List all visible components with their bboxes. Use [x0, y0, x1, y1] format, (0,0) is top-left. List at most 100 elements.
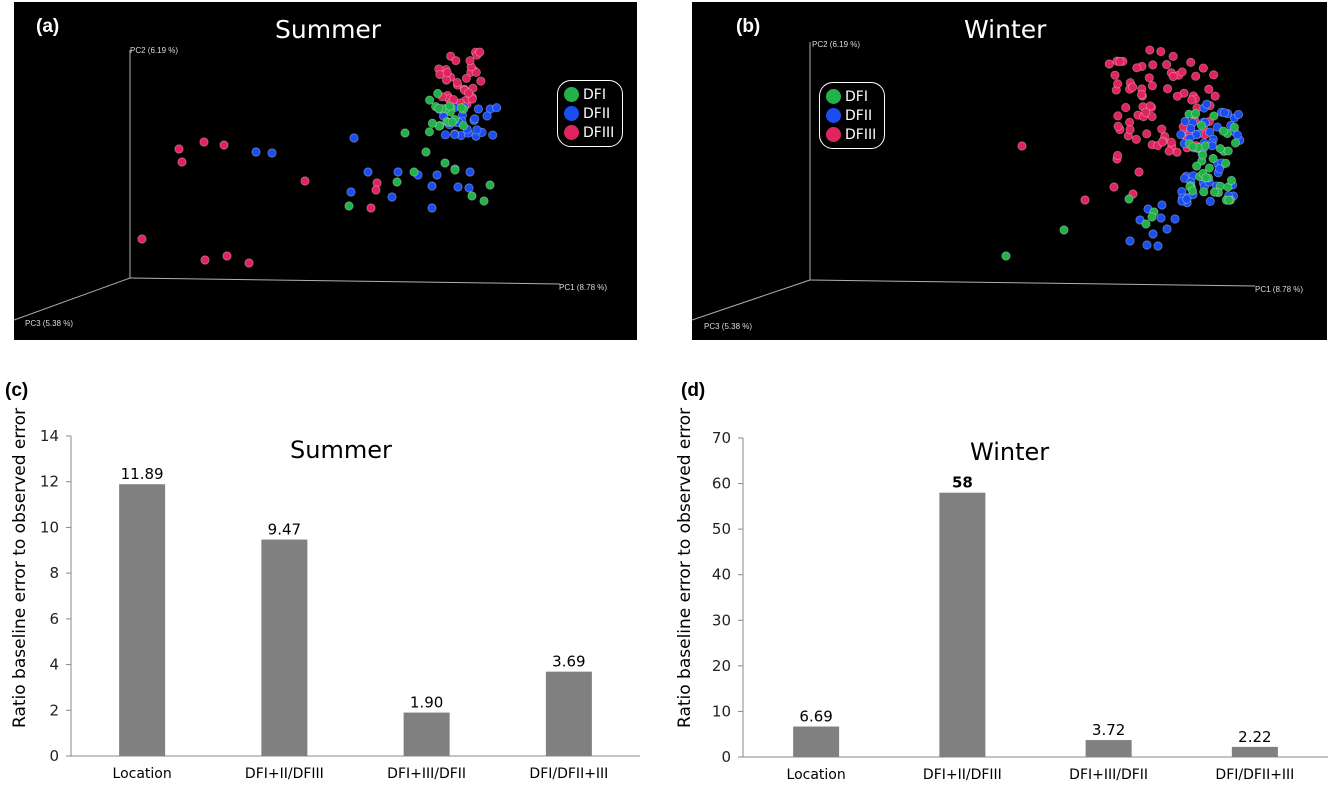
dfiii-point — [461, 73, 471, 84]
dfiii-point — [467, 94, 477, 104]
dfii-point — [465, 167, 475, 177]
dfiii-point — [1080, 195, 1090, 205]
dfiii-point — [1147, 81, 1157, 91]
dfii-point — [1176, 129, 1186, 140]
dfiii-point — [1121, 102, 1131, 113]
dfii-point — [1214, 164, 1225, 174]
dfiii-point — [1104, 59, 1114, 69]
dfii-point — [1125, 236, 1135, 246]
y-axis-label: Ratio baseline error to observed error — [675, 407, 695, 728]
dfii-point — [482, 111, 492, 121]
legend: DFI DFII DFIII — [819, 82, 886, 149]
dfi-point — [1141, 219, 1151, 229]
dfi-point — [1226, 175, 1237, 186]
bar-chart-summer-panel: (c) Summer Ratio baseline error to obser… — [0, 370, 660, 785]
bar-chart-summer: 0 2 4 6 8 10 12 14 11.89 Location 9.47 DFI+II/DFIII… — [40, 427, 640, 782]
dfiii-point — [1157, 137, 1168, 147]
dfiii-point — [1132, 63, 1142, 73]
legend-item-dfii: DFII — [564, 104, 614, 123]
dfiii-point — [1017, 141, 1027, 151]
dfiii-point — [1172, 91, 1182, 101]
dfii-point — [1162, 224, 1172, 234]
data-label: 3.69 — [552, 653, 585, 671]
x-tick-label: DFI/DFII+III — [529, 766, 608, 782]
dfii-point — [470, 114, 480, 124]
dfi-point — [1230, 138, 1241, 148]
pc3-axis-line — [14, 277, 131, 321]
data-label: 1.90 — [410, 694, 443, 712]
dfii-point — [1142, 240, 1152, 250]
dfiii-point — [200, 255, 210, 265]
x-tick-label: DFI+II/DFIII — [245, 766, 324, 782]
dfii-point — [387, 192, 397, 202]
dfii-point — [1202, 99, 1212, 109]
dfiii-point — [1156, 46, 1166, 57]
pc2-axis-label: PC2 (6.19 %) — [812, 40, 861, 49]
dfiii-swatch — [564, 125, 579, 140]
dfii-point — [1148, 229, 1158, 239]
data-label: 58 — [952, 474, 973, 492]
y-tick-label: 14 — [40, 427, 59, 445]
dfi-point — [1209, 111, 1219, 121]
bar — [1085, 740, 1132, 757]
y-tick-label: 40 — [712, 566, 731, 584]
dfi-point — [1223, 182, 1233, 192]
dfi-point — [1224, 195, 1234, 205]
dfi-point — [440, 158, 450, 168]
dfiii-point — [1113, 121, 1123, 131]
x-tick-label: DFI+II/DFIII — [923, 767, 1002, 783]
dfii-swatch — [564, 106, 579, 121]
dfiii-point — [463, 88, 473, 98]
dfi-swatch — [826, 89, 841, 104]
dfiii-point — [1145, 45, 1155, 55]
dfi-point — [1215, 143, 1225, 154]
data-label: 9.47 — [268, 521, 301, 539]
dfii-point — [1232, 130, 1243, 140]
dfii-point — [472, 125, 482, 135]
legend-label: DFIII — [845, 126, 877, 143]
dfi-point — [450, 165, 460, 175]
x-tick-label: DFI/DFII+III — [1215, 767, 1294, 783]
dfiii-point — [219, 140, 229, 150]
pcoa-winter-plot — [692, 42, 1256, 321]
pc3-axis-label: PC3 (5.38 %) — [25, 319, 74, 328]
panel-label-c: (c) — [5, 380, 29, 401]
dfii-point — [1156, 213, 1166, 223]
legend-label: DFI — [845, 88, 868, 105]
dfiii-point — [1142, 129, 1152, 139]
dfii-point — [393, 167, 403, 177]
dfiii-point — [244, 258, 254, 268]
bar — [1231, 746, 1278, 757]
dfi-point — [1208, 153, 1218, 164]
dfiii-point — [1164, 146, 1174, 156]
dfii-point — [1233, 109, 1244, 120]
panel-label-a: (a) — [36, 16, 60, 37]
dfii-point — [1170, 214, 1180, 224]
dfii-point — [1205, 196, 1215, 207]
x-tick-label: DFI+III/DFII — [387, 766, 466, 782]
panel-label-d: (d) — [681, 380, 706, 401]
dfiii-point — [1147, 111, 1157, 122]
y-tick-label: 4 — [49, 656, 59, 674]
dfiii-point — [1148, 60, 1158, 70]
dfii-point — [1135, 215, 1145, 225]
dfi-point — [1001, 251, 1011, 261]
dfi-point — [1059, 225, 1069, 235]
y-tick-label: 70 — [712, 429, 731, 447]
dfii-point — [1182, 194, 1192, 204]
dfii-point — [1186, 124, 1196, 134]
dfiii-point — [475, 47, 485, 57]
dfi-point — [458, 121, 469, 131]
dfiii-point — [222, 251, 232, 261]
dfiii-point — [465, 56, 475, 66]
dfii-point — [363, 167, 373, 177]
bar-winter-title: Winter — [970, 438, 1050, 466]
dfiii-swatch — [826, 127, 841, 142]
data-label: 3.72 — [1092, 721, 1125, 739]
dfii-point — [450, 129, 460, 140]
dfiii-point — [1166, 137, 1176, 147]
dfiii-point — [1112, 150, 1123, 161]
dfiii-point — [452, 77, 462, 88]
dfi-point — [425, 95, 435, 105]
dfii-point — [346, 187, 356, 197]
